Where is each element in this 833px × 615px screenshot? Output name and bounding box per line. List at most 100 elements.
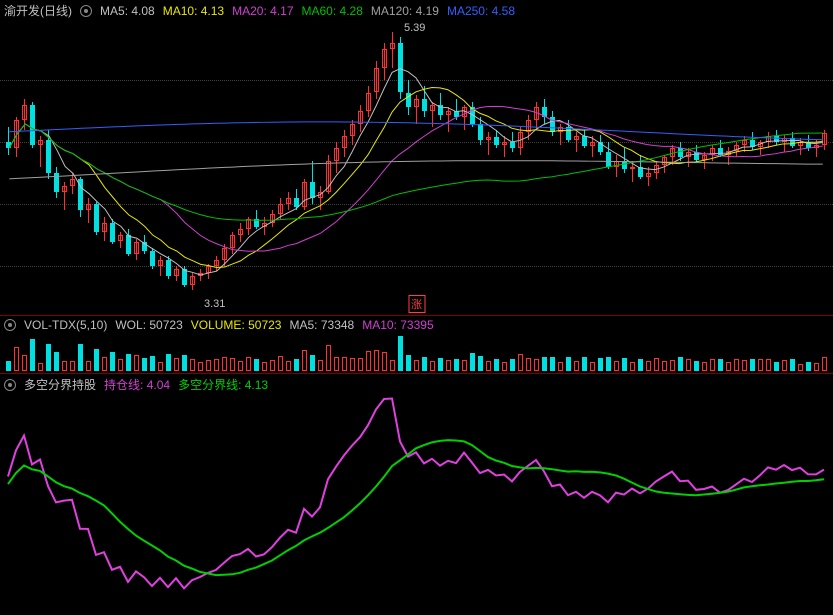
volume-panel[interactable]: VOL-TDX(5,10)WOL: 50723VOLUME: 50723MA5:… bbox=[0, 316, 833, 374]
volume-bar bbox=[742, 360, 747, 371]
candle bbox=[374, 68, 379, 93]
candle bbox=[358, 111, 363, 123]
volume-bar bbox=[550, 357, 555, 371]
candle bbox=[550, 117, 555, 132]
volume-bar bbox=[502, 362, 507, 371]
volume-bar bbox=[646, 361, 651, 371]
indicator-header: 多空分界持股持仓线: 4.04多空分界线: 4.13 bbox=[4, 376, 268, 393]
candle bbox=[678, 148, 683, 157]
candle bbox=[766, 136, 771, 142]
candle bbox=[622, 161, 627, 170]
candle bbox=[454, 111, 459, 117]
candle bbox=[14, 120, 19, 149]
candle bbox=[670, 148, 675, 157]
eye-icon[interactable] bbox=[4, 379, 16, 391]
ma-label-ma60: MA60: 4.28 bbox=[302, 4, 363, 18]
ma-line-ma20 bbox=[9, 106, 822, 251]
vol-label-ma5: MA5: 73348 bbox=[289, 318, 354, 332]
candle bbox=[710, 148, 715, 154]
candle bbox=[782, 138, 787, 142]
price-chart-panel[interactable]: 渝开发(日线) MA5: 4.08MA10: 4.13MA20: 4.17MA6… bbox=[0, 0, 833, 316]
candle-wick bbox=[784, 135, 785, 152]
candle bbox=[318, 192, 323, 198]
volume-bar bbox=[142, 358, 147, 371]
candle bbox=[462, 107, 467, 117]
candle bbox=[518, 132, 523, 148]
ind-label-1: 多空分界线: 4.13 bbox=[178, 376, 268, 393]
candle bbox=[310, 182, 315, 198]
volume-bar bbox=[6, 361, 11, 371]
volume-bar bbox=[94, 349, 99, 371]
volume-bar bbox=[46, 344, 51, 371]
candle bbox=[798, 142, 803, 146]
candle bbox=[598, 142, 603, 152]
gridline bbox=[0, 80, 833, 81]
candle bbox=[94, 204, 99, 231]
volume-bar bbox=[662, 361, 667, 371]
candle bbox=[270, 214, 275, 223]
volume-bar bbox=[166, 354, 171, 371]
volume-bar bbox=[702, 362, 707, 371]
volume-bar bbox=[198, 362, 203, 371]
volume-bar bbox=[478, 356, 483, 371]
candle bbox=[742, 140, 747, 145]
candle bbox=[718, 148, 723, 154]
volume-bar bbox=[334, 357, 339, 371]
candle bbox=[294, 198, 299, 207]
volume-bar bbox=[230, 358, 235, 371]
volume-bar bbox=[486, 361, 491, 371]
volume-bar bbox=[678, 357, 683, 371]
volume-bar bbox=[814, 363, 819, 371]
candle bbox=[694, 152, 699, 159]
volume-bar bbox=[686, 359, 691, 371]
candle bbox=[662, 157, 667, 164]
candle bbox=[262, 223, 267, 227]
candle-wick bbox=[488, 132, 489, 154]
eye-icon[interactable] bbox=[4, 319, 16, 331]
candle bbox=[390, 43, 395, 49]
candle bbox=[478, 124, 483, 140]
volume-bar bbox=[750, 359, 755, 371]
candle bbox=[494, 137, 499, 144]
candle bbox=[214, 260, 219, 266]
candle bbox=[342, 136, 347, 148]
volume-bar bbox=[670, 360, 675, 371]
candle-wick bbox=[392, 32, 393, 68]
volume-bar bbox=[222, 357, 227, 371]
indicator-title: 多空分界持股 bbox=[24, 376, 96, 393]
eye-icon[interactable] bbox=[80, 5, 92, 17]
volume-bar bbox=[822, 357, 827, 371]
volume-bar bbox=[206, 360, 211, 371]
indicator-panel[interactable]: 多空分界持股持仓线: 4.04多空分界线: 4.13 bbox=[0, 374, 833, 615]
volume-bar bbox=[86, 361, 91, 371]
volume-bar bbox=[406, 355, 411, 371]
volume-bar bbox=[110, 352, 115, 371]
candle bbox=[238, 229, 243, 235]
volume-bar bbox=[294, 359, 299, 371]
candle bbox=[414, 99, 419, 108]
volume-bar bbox=[382, 352, 387, 371]
volume-bar bbox=[14, 347, 19, 371]
volume-bar bbox=[710, 359, 715, 371]
vol-title: VOL-TDX(5,10) bbox=[24, 318, 107, 332]
candle bbox=[774, 136, 779, 142]
candle bbox=[686, 152, 691, 157]
volume-bar bbox=[606, 357, 611, 371]
volume-bar bbox=[78, 344, 83, 371]
candle bbox=[78, 179, 83, 210]
candle bbox=[110, 223, 115, 242]
price-header: 渝开发(日线) MA5: 4.08MA10: 4.13MA20: 4.17MA6… bbox=[4, 2, 515, 19]
candle bbox=[534, 107, 539, 119]
candle bbox=[142, 242, 147, 252]
volume-bar bbox=[398, 336, 403, 371]
volume-bar bbox=[758, 359, 763, 371]
candle bbox=[54, 173, 59, 192]
candle bbox=[590, 142, 595, 146]
volume-header: VOL-TDX(5,10)WOL: 50723VOLUME: 50723MA5:… bbox=[4, 318, 434, 332]
volume-bar bbox=[214, 359, 219, 371]
volume-bar bbox=[22, 355, 27, 371]
candle bbox=[446, 111, 451, 115]
volume-bar bbox=[350, 358, 355, 371]
candle-wick bbox=[8, 127, 9, 154]
candle-wick bbox=[632, 161, 633, 182]
